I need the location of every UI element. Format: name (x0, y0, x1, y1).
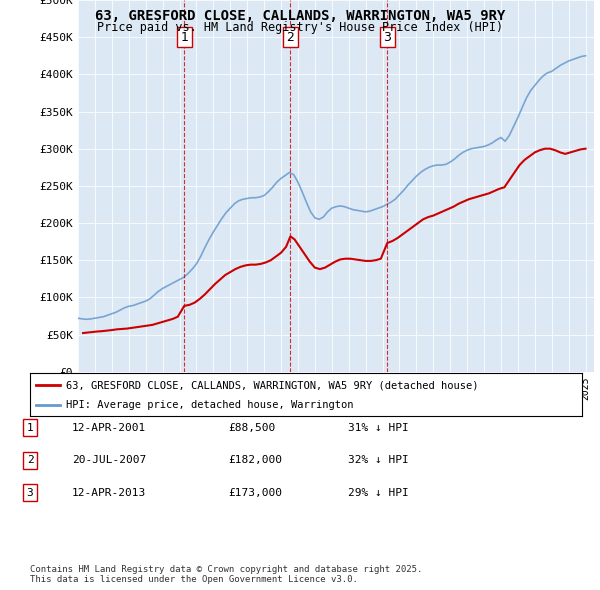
Text: HPI: Average price, detached house, Warrington: HPI: Average price, detached house, Warr… (66, 401, 353, 410)
Text: 12-APR-2001: 12-APR-2001 (72, 423, 146, 432)
Text: 1: 1 (180, 31, 188, 44)
Text: 20-JUL-2007: 20-JUL-2007 (72, 455, 146, 465)
Text: 3: 3 (26, 488, 34, 497)
Text: 2: 2 (26, 455, 34, 465)
Text: 1: 1 (26, 423, 34, 432)
Text: 63, GRESFORD CLOSE, CALLANDS, WARRINGTON, WA5 9RY: 63, GRESFORD CLOSE, CALLANDS, WARRINGTON… (95, 9, 505, 23)
Text: £173,000: £173,000 (228, 488, 282, 497)
Text: 3: 3 (383, 31, 391, 44)
Text: 29% ↓ HPI: 29% ↓ HPI (348, 488, 409, 497)
Text: 2: 2 (286, 31, 295, 44)
Text: 32% ↓ HPI: 32% ↓ HPI (348, 455, 409, 465)
Text: 12-APR-2013: 12-APR-2013 (72, 488, 146, 497)
Text: £88,500: £88,500 (228, 423, 275, 432)
Text: Price paid vs. HM Land Registry's House Price Index (HPI): Price paid vs. HM Land Registry's House … (97, 21, 503, 34)
Text: 63, GRESFORD CLOSE, CALLANDS, WARRINGTON, WA5 9RY (detached house): 63, GRESFORD CLOSE, CALLANDS, WARRINGTON… (66, 381, 478, 391)
Text: £182,000: £182,000 (228, 455, 282, 465)
Text: Contains HM Land Registry data © Crown copyright and database right 2025.
This d: Contains HM Land Registry data © Crown c… (30, 565, 422, 584)
Text: 31% ↓ HPI: 31% ↓ HPI (348, 423, 409, 432)
